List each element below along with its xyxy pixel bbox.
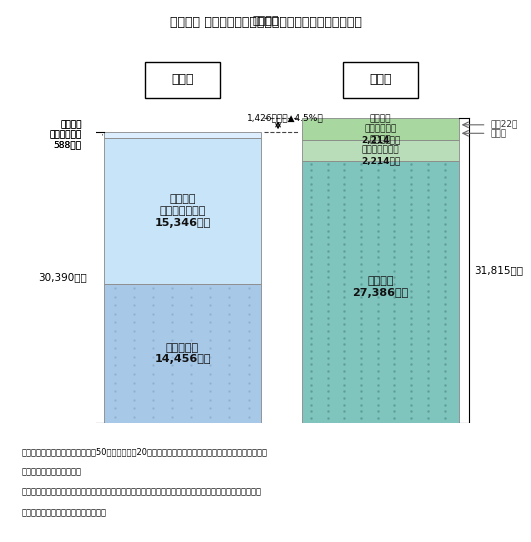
Text: 1,426千円（▲4.5%）: 1,426千円（▲4.5%） [246, 113, 323, 122]
FancyBboxPatch shape [104, 285, 261, 423]
Text: 退職一時金
14,456千円: 退職一時金 14,456千円 [154, 343, 211, 364]
Text: 30,390千円: 30,390千円 [38, 273, 87, 282]
Text: 退職手当
27,386千円: 退職手当 27,386千円 [353, 276, 409, 298]
Text: ラスパイレス比較。: ラスパイレス比較。 [21, 468, 81, 477]
FancyBboxPatch shape [104, 138, 261, 285]
Text: 民　間: 民 間 [171, 74, 194, 86]
Text: 企業年金
（本人負担）
588千円: 企業年金 （本人負担） 588千円 [49, 120, 82, 150]
Text: ［参考］ 企業年金・共済職域の本人負担分を含めた場合: ［参考］ 企業年金・共済職域の本人負担分を含めた場合 [169, 16, 362, 29]
Text: 企業年金
（使用者負担）
15,346千円: 企業年金 （使用者負担） 15,346千円 [155, 195, 211, 228]
Text: 公　務: 公 務 [370, 74, 392, 86]
Text: 31,815千円: 31,815千円 [474, 266, 524, 276]
Text: （注２）企業年金及び共済職域部分については、将来支給する年金の累積額（終身の場合は平均余命までの: （注２）企業年金及び共済職域部分については、将来支給する年金の累積額（終身の場合… [21, 488, 261, 497]
Text: 平成22年
に廃止: 平成22年 に廃止 [490, 119, 517, 139]
FancyBboxPatch shape [302, 161, 459, 423]
Text: 職域部分
（本人負担）
2,214千円: 職域部分 （本人負担） 2,214千円 [361, 114, 400, 144]
Text: 企業年金
（本人負担）
588千円: 企業年金 （本人負担） 588千円 [49, 120, 82, 150]
Text: ［参考］: ［参考］ [252, 16, 279, 26]
FancyBboxPatch shape [302, 140, 459, 161]
Text: 間の積上げ額）を一時金換算。: 間の積上げ額）を一時金換算。 [21, 508, 106, 518]
FancyBboxPatch shape [104, 132, 261, 138]
FancyBboxPatch shape [302, 119, 459, 140]
Text: （注１）調査の対象は、企業規模50人以上（勤続20年以上の常勤従業員）で、退職事由別、勤続年数別に: （注１）調査の対象は、企業規模50人以上（勤続20年以上の常勤従業員）で、退職事… [21, 447, 267, 456]
Text: 職域部分
（使用者負担）
2,214千円: 職域部分 （使用者負担） 2,214千円 [361, 136, 400, 165]
